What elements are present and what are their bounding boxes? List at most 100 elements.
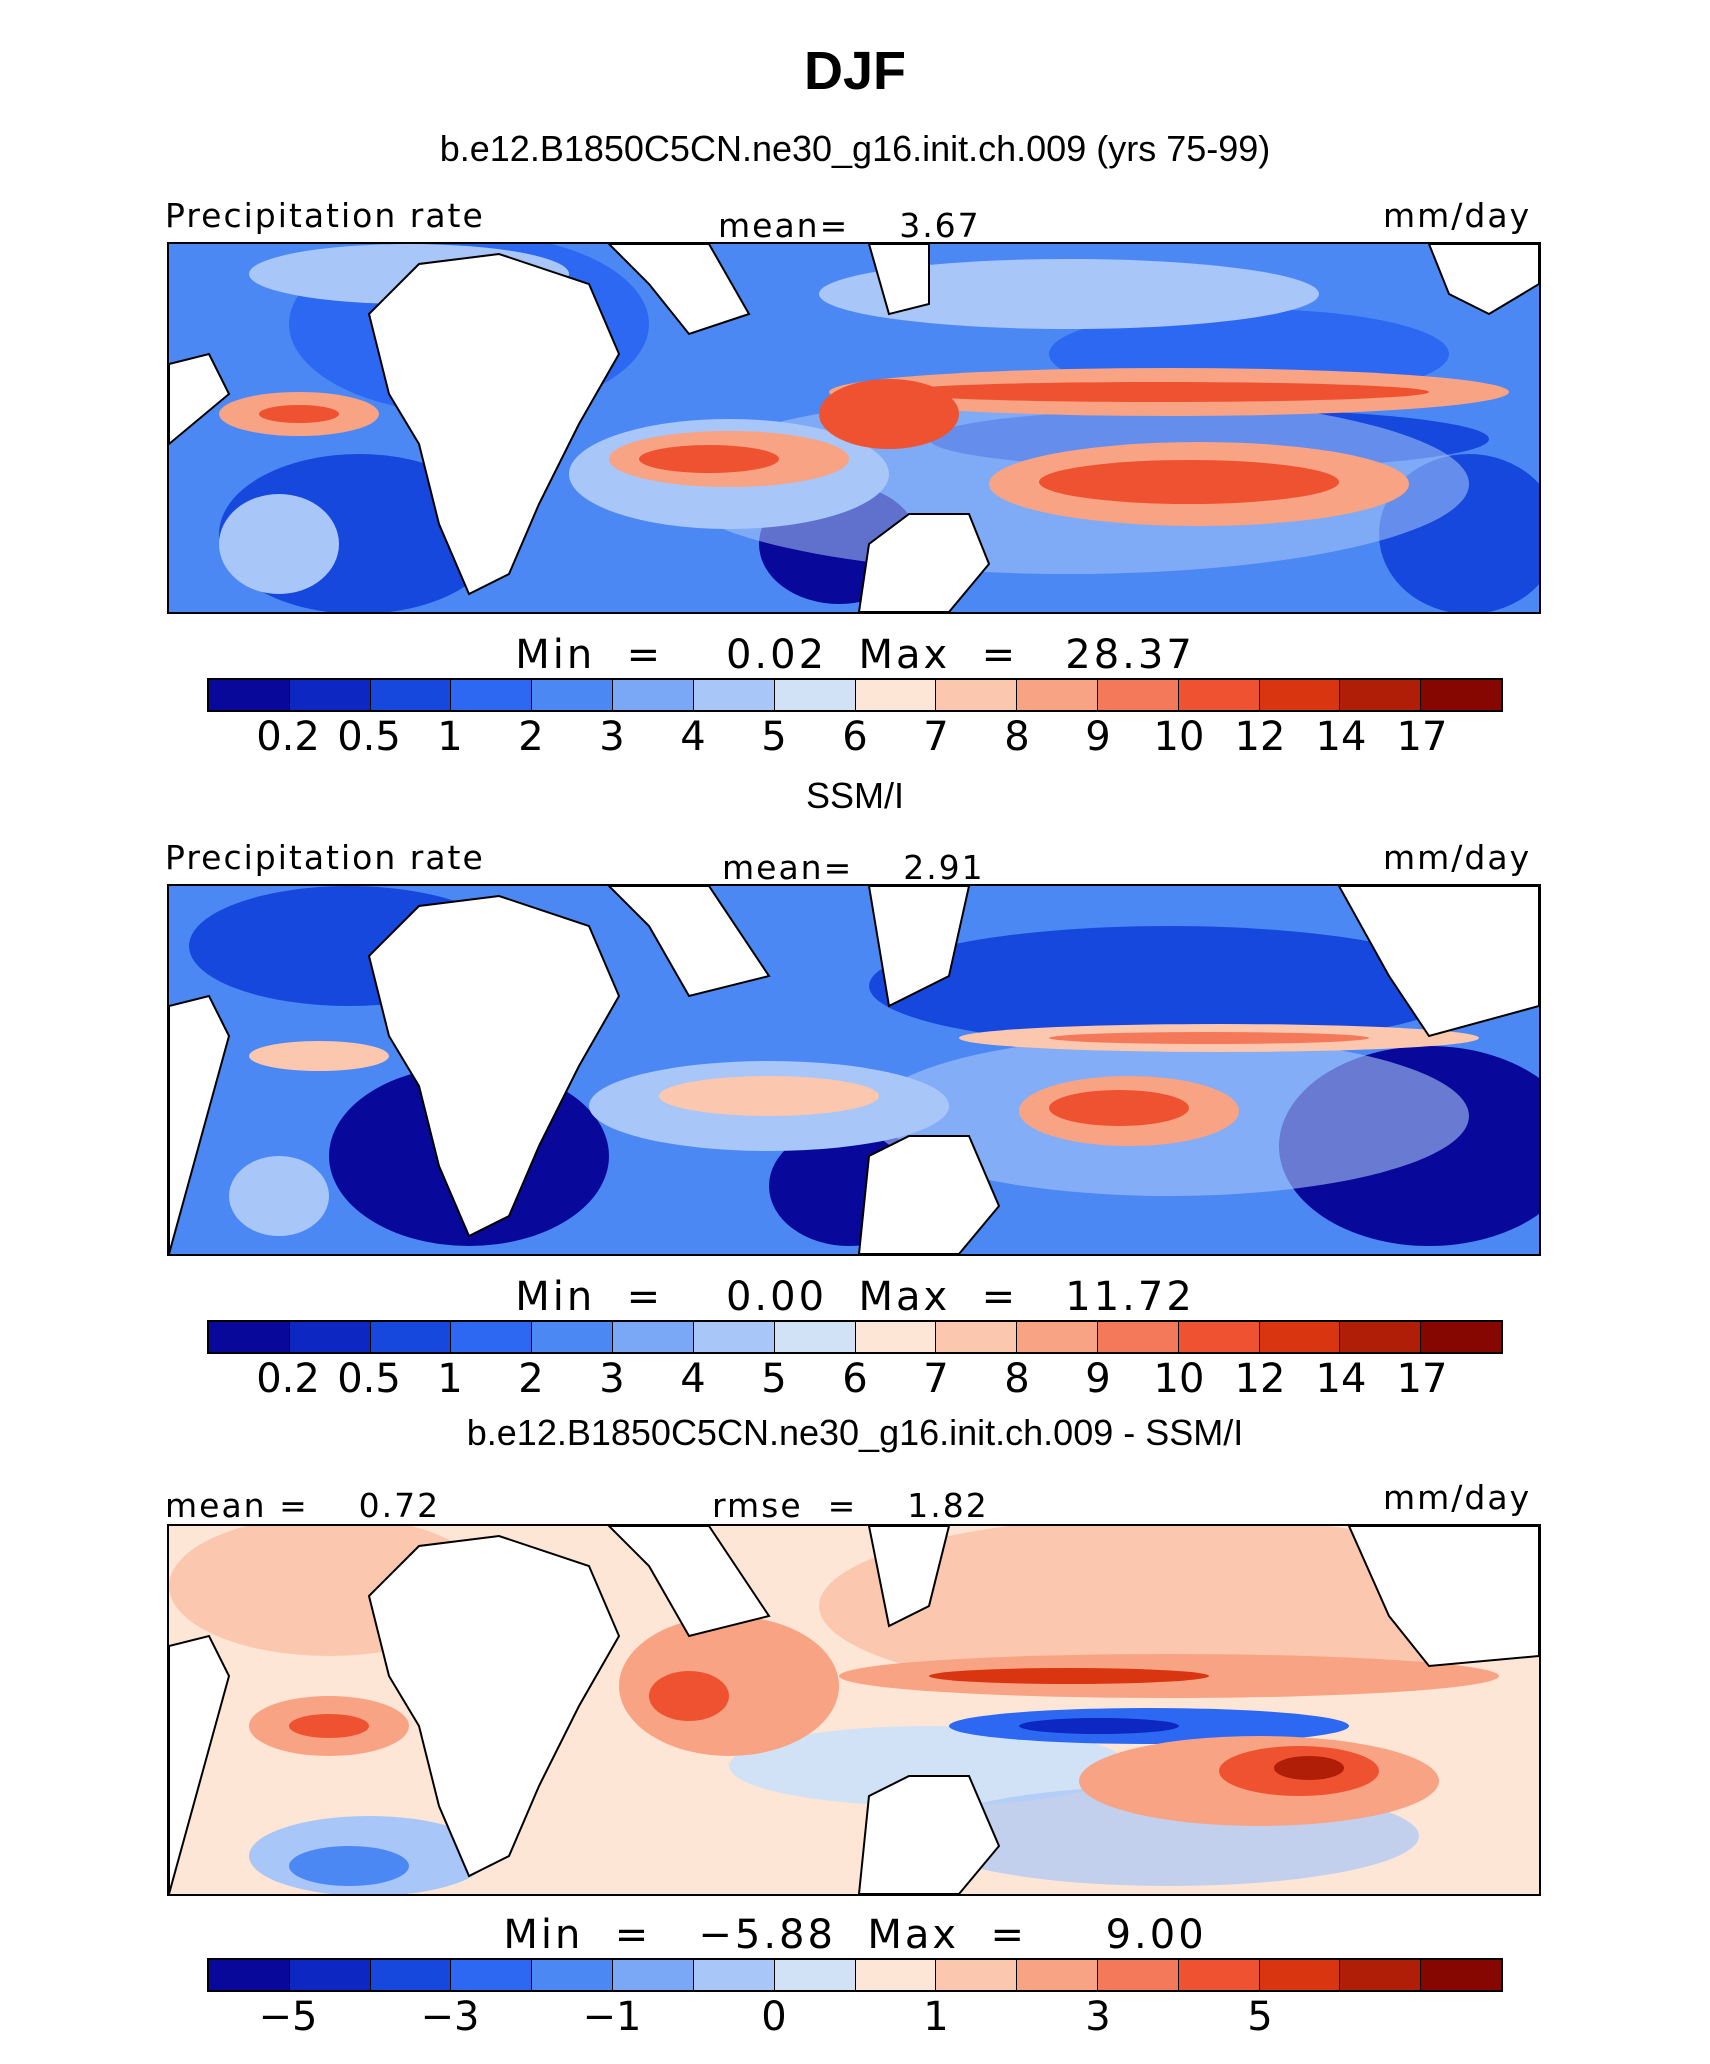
panel-obs-colorbar-ticks: 0.2 0.5 1 2 3 4 5 6 7 8 9 10 12 14 17 [207, 1356, 1503, 1404]
colorbar-cell [1340, 1960, 1422, 1990]
colorbar-cell [289, 1322, 371, 1352]
panel-model-units-label: mm/day [1383, 196, 1532, 235]
colorbar-cell [936, 680, 1018, 710]
colorbar-cell [1017, 680, 1098, 710]
colorbar-tick-label: 5 [1247, 1994, 1273, 2040]
colorbar-cell [209, 1960, 290, 1990]
colorbar-tick-label: 14 [1315, 1356, 1367, 1402]
panel-obs-map [167, 884, 1541, 1256]
colorbar-tick-label: 0.5 [337, 1356, 401, 1402]
panel-obs-field [169, 886, 1539, 1254]
colorbar-cell [693, 1960, 775, 1990]
colorbar-tick-label: −1 [582, 1994, 642, 2040]
colorbar-tick-label: 14 [1315, 714, 1367, 760]
colorbar-tick-label: 4 [680, 1356, 706, 1402]
panel-obs-units-label: mm/day [1383, 838, 1532, 877]
colorbar-tick-label: 17 [1396, 714, 1448, 760]
panel-diff-colorbar-ticks: −5 −3 −1 0 1 3 5 [207, 1994, 1503, 2042]
panel-diff-map [167, 1524, 1541, 1896]
colorbar-tick-label: 6 [842, 714, 868, 760]
colorbar-cell [209, 680, 290, 710]
panel-model-colorbar [207, 678, 1503, 712]
colorbar-cell [1097, 1322, 1179, 1352]
colorbar-cell [289, 1960, 371, 1990]
colorbar-cell [1017, 1960, 1098, 1990]
colorbar-cell [693, 680, 775, 710]
colorbar-cell [936, 1322, 1018, 1352]
panel-diff-units-label: mm/day [1383, 1478, 1532, 1517]
colorbar-tick-label: 12 [1234, 714, 1286, 760]
colorbar-cell [774, 680, 856, 710]
colorbar-cell [1340, 680, 1422, 710]
colorbar-cell [532, 680, 614, 710]
colorbar-tick-label: 10 [1153, 1356, 1205, 1402]
panel-model-map [167, 242, 1541, 614]
colorbar-cell [209, 1322, 290, 1352]
colorbar-cell [613, 1960, 694, 1990]
colorbar-cell [1017, 1322, 1098, 1352]
colorbar-cell [1421, 680, 1501, 710]
colorbar-tick-label: 8 [1004, 714, 1030, 760]
colorbar-cell [451, 1322, 533, 1352]
colorbar-cell [1097, 680, 1179, 710]
colorbar-cell [613, 1322, 694, 1352]
colorbar-tick-label: 8 [1004, 1356, 1030, 1402]
colorbar-cell [1178, 1960, 1260, 1990]
panel-obs-mean-label: mean= 2.91 [722, 848, 985, 887]
colorbar-cell [451, 1960, 533, 1990]
colorbar-cell [370, 1960, 452, 1990]
colorbar-tick-label: −5 [258, 1994, 318, 2040]
colorbar-tick-label: 10 [1153, 714, 1205, 760]
panel-diff-minmax: Min = −5.88 Max = 9.00 [503, 1912, 1207, 1958]
colorbar-tick-label: 9 [1085, 1356, 1111, 1402]
panel-obs-colorbar [207, 1320, 1503, 1354]
panel-model-minmax: Min = 0.02 Max = 28.37 [515, 632, 1195, 678]
colorbar-cell [532, 1322, 614, 1352]
panel-model-mean-label: mean= 3.67 [718, 206, 981, 245]
colorbar-tick-label: 12 [1234, 1356, 1286, 1402]
colorbar-cell [1421, 1960, 1501, 1990]
colorbar-cell [1097, 1960, 1179, 1990]
colorbar-cell [855, 680, 937, 710]
colorbar-cell [1259, 1322, 1341, 1352]
colorbar-tick-label: 3 [1085, 1994, 1111, 2040]
colorbar-cell [693, 1322, 775, 1352]
colorbar-tick-label: 1 [437, 1356, 463, 1402]
colorbar-cell [370, 680, 452, 710]
colorbar-tick-label: 2 [518, 1356, 544, 1402]
colorbar-tick-label: 5 [761, 714, 787, 760]
colorbar-tick-label: 2 [518, 714, 544, 760]
colorbar-tick-label: 3 [599, 714, 625, 760]
colorbar-tick-label: 0.5 [337, 714, 401, 760]
panel-diff-rmse-label: rmse = 1.82 [712, 1486, 989, 1525]
colorbar-cell [532, 1960, 614, 1990]
panel-model-colorbar-ticks: 0.2 0.5 1 2 3 4 5 6 7 8 9 10 12 14 17 [207, 714, 1503, 762]
panel-model-field [169, 244, 1539, 612]
colorbar-tick-label: 5 [761, 1356, 787, 1402]
colorbar-cell [370, 1322, 452, 1352]
colorbar-cell [613, 680, 694, 710]
colorbar-cell [936, 1960, 1018, 1990]
panel-obs-minmax: Min = 0.00 Max = 11.72 [515, 1274, 1195, 1320]
colorbar-tick-label: −3 [420, 1994, 480, 2040]
colorbar-tick-label: 1 [437, 714, 463, 760]
colorbar-cell [1340, 1322, 1422, 1352]
colorbar-cell [1259, 680, 1341, 710]
colorbar-cell [451, 680, 533, 710]
colorbar-cell [1421, 1322, 1501, 1352]
colorbar-cell [855, 1322, 937, 1352]
colorbar-cell [1178, 680, 1260, 710]
panel-diff-mean-label: mean = 0.72 [165, 1486, 441, 1525]
panel-model-subtitle: b.e12.B1850C5CN.ne30_g16.init.ch.009 (yr… [439, 128, 1271, 169]
colorbar-tick-label: 0 [761, 1994, 787, 2040]
panel-model-variable-label: Precipitation rate [165, 196, 485, 235]
colorbar-cell [774, 1960, 856, 1990]
figure-title: DJF [803, 41, 906, 101]
colorbar-tick-label: 9 [1085, 714, 1111, 760]
colorbar-tick-label: 7 [923, 1356, 949, 1402]
panel-diff-field [169, 1526, 1539, 1894]
colorbar-tick-label: 4 [680, 714, 706, 760]
colorbar-tick-label: 17 [1396, 1356, 1448, 1402]
colorbar-cell [289, 680, 371, 710]
panel-obs-subtitle: SSM/I [805, 775, 904, 816]
